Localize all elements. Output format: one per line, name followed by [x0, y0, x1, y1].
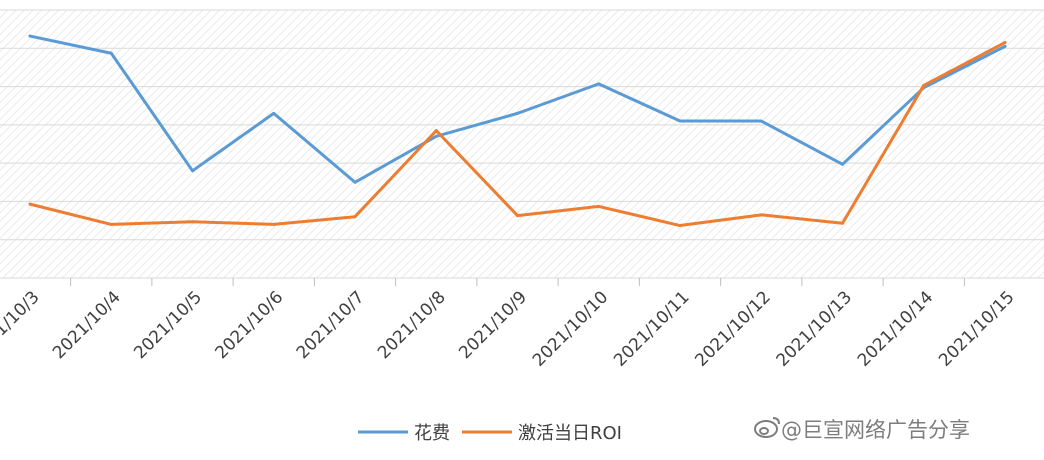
data-point [1003, 41, 1007, 45]
gridlines [0, 9, 1044, 279]
legend-label-spend: 花费 [414, 423, 450, 444]
data-point [191, 220, 194, 224]
x-tick-labels: 2021/10/3 2021/10/4 2021/10/5 2021/10/6 2021… [0, 287, 1019, 370]
x-tick-label: 2021/10/14 [854, 287, 937, 370]
x-tick-label: 2021/10/3 [0, 287, 44, 363]
data-point [841, 162, 844, 166]
data-point [28, 202, 32, 206]
x-tick-label: 2021/10/5 [130, 287, 206, 363]
data-point [841, 221, 844, 225]
x-axis [70, 278, 965, 286]
data-point [434, 134, 438, 138]
data-point [353, 180, 357, 184]
data-point [353, 215, 357, 219]
data-point [516, 111, 519, 115]
legend-item-spend: 花费 [358, 423, 450, 444]
data-point [759, 119, 763, 123]
x-tick-label: 2021/10/8 [374, 287, 450, 363]
x-tick-label: 2021/10/6 [212, 287, 288, 363]
legend-item-roi: 激活当日ROI [462, 423, 622, 444]
x-tick-label: 2021/10/10 [529, 287, 612, 370]
x-tick-label: 2021/10/9 [455, 287, 531, 363]
data-point [759, 213, 763, 217]
plot-area [0, 10, 1044, 278]
data-point [109, 222, 113, 226]
x-tick-label: 2021/10/13 [773, 287, 856, 370]
data-point [434, 129, 438, 133]
data-point [678, 119, 682, 123]
x-tick-label: 2021/10/7 [293, 287, 369, 363]
x-tick-label: 2021/10/4 [49, 287, 125, 363]
series-layer [28, 34, 1007, 228]
data-point [28, 34, 32, 38]
x-tick-label: 2021/10/15 [935, 287, 1018, 370]
data-point [678, 224, 682, 228]
x-tick-label: 2021/10/11 [610, 287, 693, 370]
data-point [922, 83, 926, 87]
legend-label-roi: 激活当日ROI [518, 423, 622, 444]
legend: 花费 激活当日ROI [358, 423, 622, 444]
data-point [272, 222, 276, 226]
watermark: @巨宣网络广告分享 [754, 417, 970, 442]
watermark-text: @巨宣网络广告分享 [781, 418, 970, 442]
data-point [516, 214, 519, 218]
x-tick-label: 2021/10/12 [691, 287, 774, 370]
data-point [597, 204, 601, 208]
data-point [1003, 44, 1007, 48]
data-point [272, 111, 276, 115]
data-point [109, 51, 113, 55]
data-point [597, 82, 601, 86]
weibo-icon [754, 417, 780, 438]
data-point [191, 169, 194, 173]
